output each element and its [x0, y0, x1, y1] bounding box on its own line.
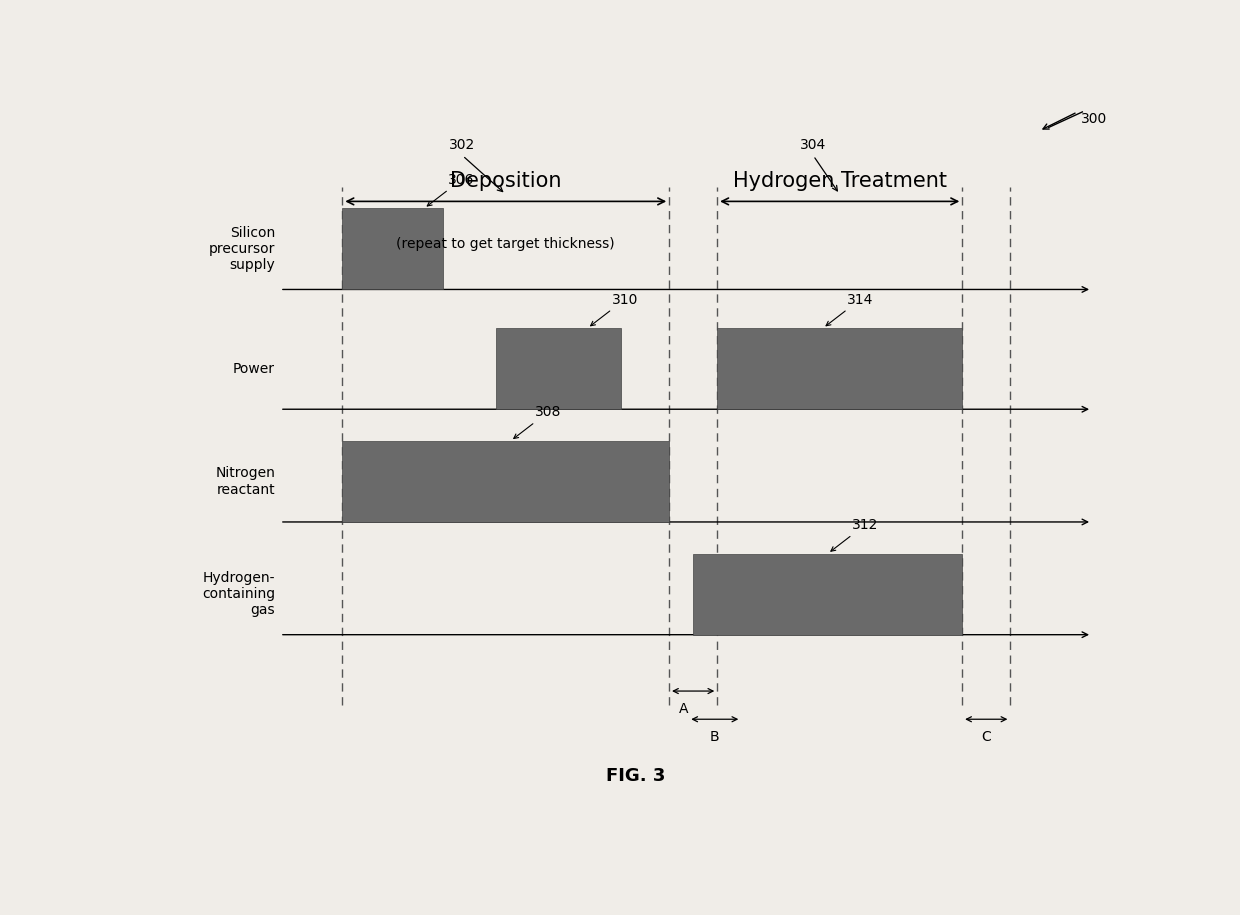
Text: Hydrogen Treatment: Hydrogen Treatment [733, 171, 946, 191]
Text: 312: 312 [831, 518, 878, 551]
Text: B: B [711, 730, 719, 744]
Text: 302: 302 [449, 138, 476, 152]
Text: 306: 306 [428, 173, 475, 206]
Text: 314: 314 [826, 293, 873, 326]
Text: A: A [678, 702, 688, 716]
Text: FIG. 3: FIG. 3 [606, 767, 665, 784]
Bar [693, 554, 962, 635]
Text: Hydrogen-
containing
gas: Hydrogen- containing gas [202, 571, 275, 618]
Text: Deposition: Deposition [450, 171, 562, 191]
Text: Silicon
precursor
supply: Silicon precursor supply [208, 226, 275, 272]
Text: (repeat to get target thickness): (repeat to get target thickness) [397, 237, 615, 251]
Text: 310: 310 [590, 293, 637, 326]
Text: 304: 304 [800, 138, 826, 152]
Text: C: C [981, 730, 991, 744]
Bar [496, 328, 621, 409]
Bar [717, 328, 962, 409]
Bar [342, 209, 444, 289]
Text: Power: Power [233, 361, 275, 376]
Bar [342, 441, 670, 522]
Text: 308: 308 [513, 405, 560, 438]
Text: Nitrogen
reactant: Nitrogen reactant [216, 467, 275, 497]
Text: 300: 300 [1080, 112, 1106, 126]
